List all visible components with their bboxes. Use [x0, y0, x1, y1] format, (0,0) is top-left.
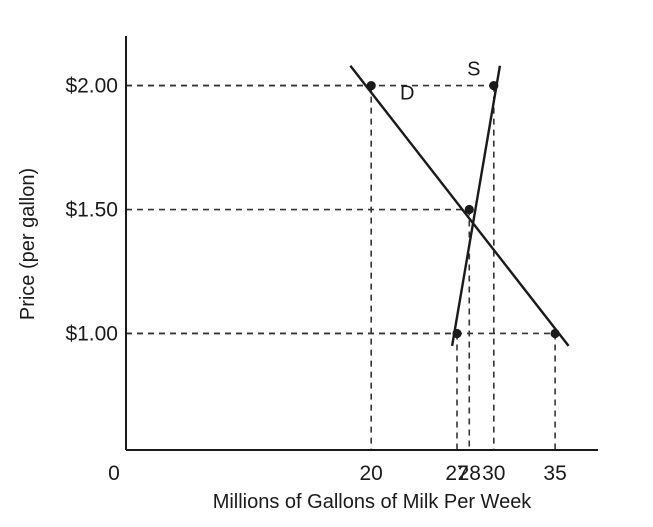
guide-lines	[126, 84, 556, 450]
origin-label: 0	[108, 462, 120, 485]
data-point	[452, 328, 462, 339]
x-tick-label: 27	[445, 462, 468, 485]
curves: DS	[349, 59, 570, 347]
data-point	[489, 80, 499, 91]
x-tick-label: 30	[482, 462, 505, 485]
x-tick-label: 28	[458, 462, 481, 485]
x-tick-label: 35	[543, 462, 566, 485]
curve-d	[349, 65, 570, 347]
curve-label-d: D	[400, 83, 414, 105]
curve-label-s: S	[467, 59, 480, 81]
data-point	[464, 204, 474, 215]
y-tick-label: $1.00	[65, 322, 118, 345]
y-tick-label: $2.00	[65, 75, 118, 98]
y-axis-title: Price (per gallon)	[17, 168, 39, 320]
axes	[125, 36, 598, 451]
y-tick-labels: $2.00 $1.50 $1.00	[65, 75, 118, 346]
x-tick-label: 20	[360, 462, 383, 485]
x-axis-title: Millions of Gallons of Milk Per Week	[213, 491, 533, 513]
data-point	[366, 80, 376, 91]
data-point	[550, 328, 560, 339]
curve-s	[450, 65, 502, 347]
y-tick-label: $1.50	[65, 199, 118, 222]
points	[366, 80, 560, 339]
